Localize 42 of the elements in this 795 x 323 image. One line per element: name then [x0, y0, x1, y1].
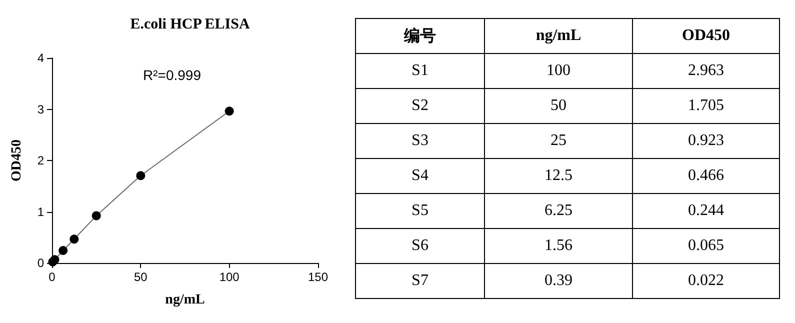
annotation: R²=0.999	[143, 67, 202, 83]
text: 编号	[356, 18, 484, 54]
text: 0.923	[632, 124, 780, 158]
text: 25	[484, 124, 632, 158]
x-tick-label: 150	[308, 270, 328, 284]
point	[136, 171, 146, 180]
text: 50	[484, 88, 632, 124]
y-tick-label: 0	[37, 256, 44, 270]
text: 0.022	[632, 264, 780, 298]
text: 6.25	[484, 194, 632, 228]
point	[92, 211, 101, 220]
text: 0.065	[632, 228, 780, 264]
text: S1	[356, 54, 484, 88]
text: S5	[356, 194, 484, 228]
text: 12.5	[484, 158, 632, 194]
text: S4	[356, 158, 484, 194]
text: 2.963	[632, 54, 780, 88]
text: S2	[356, 88, 484, 124]
text: 0.244	[632, 194, 780, 228]
x-tick-label: 50	[134, 270, 148, 284]
y-tick-label: 3	[37, 102, 44, 116]
y-tick-label: 1	[37, 204, 44, 219]
text: 0.466	[632, 158, 780, 194]
x-tick-label: 0	[48, 270, 56, 284]
text: OD450	[632, 18, 780, 54]
point	[58, 246, 68, 255]
point	[224, 106, 234, 116]
text: 100	[484, 54, 632, 88]
text: 0.39	[484, 264, 632, 298]
text: 1.705	[632, 88, 780, 124]
chart-title: E.coli HCP ELISA	[130, 16, 250, 32]
point	[70, 234, 79, 244]
text: ng/mL	[484, 18, 632, 54]
text: S6	[356, 228, 484, 264]
text: S3	[356, 124, 484, 158]
x-tick-label: 100	[219, 270, 240, 284]
x-axis-title: ng/mL	[165, 292, 205, 308]
y-tick-label: 4	[37, 51, 44, 65]
y-tick-label: 2	[37, 154, 44, 168]
text: 1.56	[484, 228, 632, 264]
text: S7	[356, 264, 484, 298]
y-axis-title: OD450	[10, 140, 24, 182]
